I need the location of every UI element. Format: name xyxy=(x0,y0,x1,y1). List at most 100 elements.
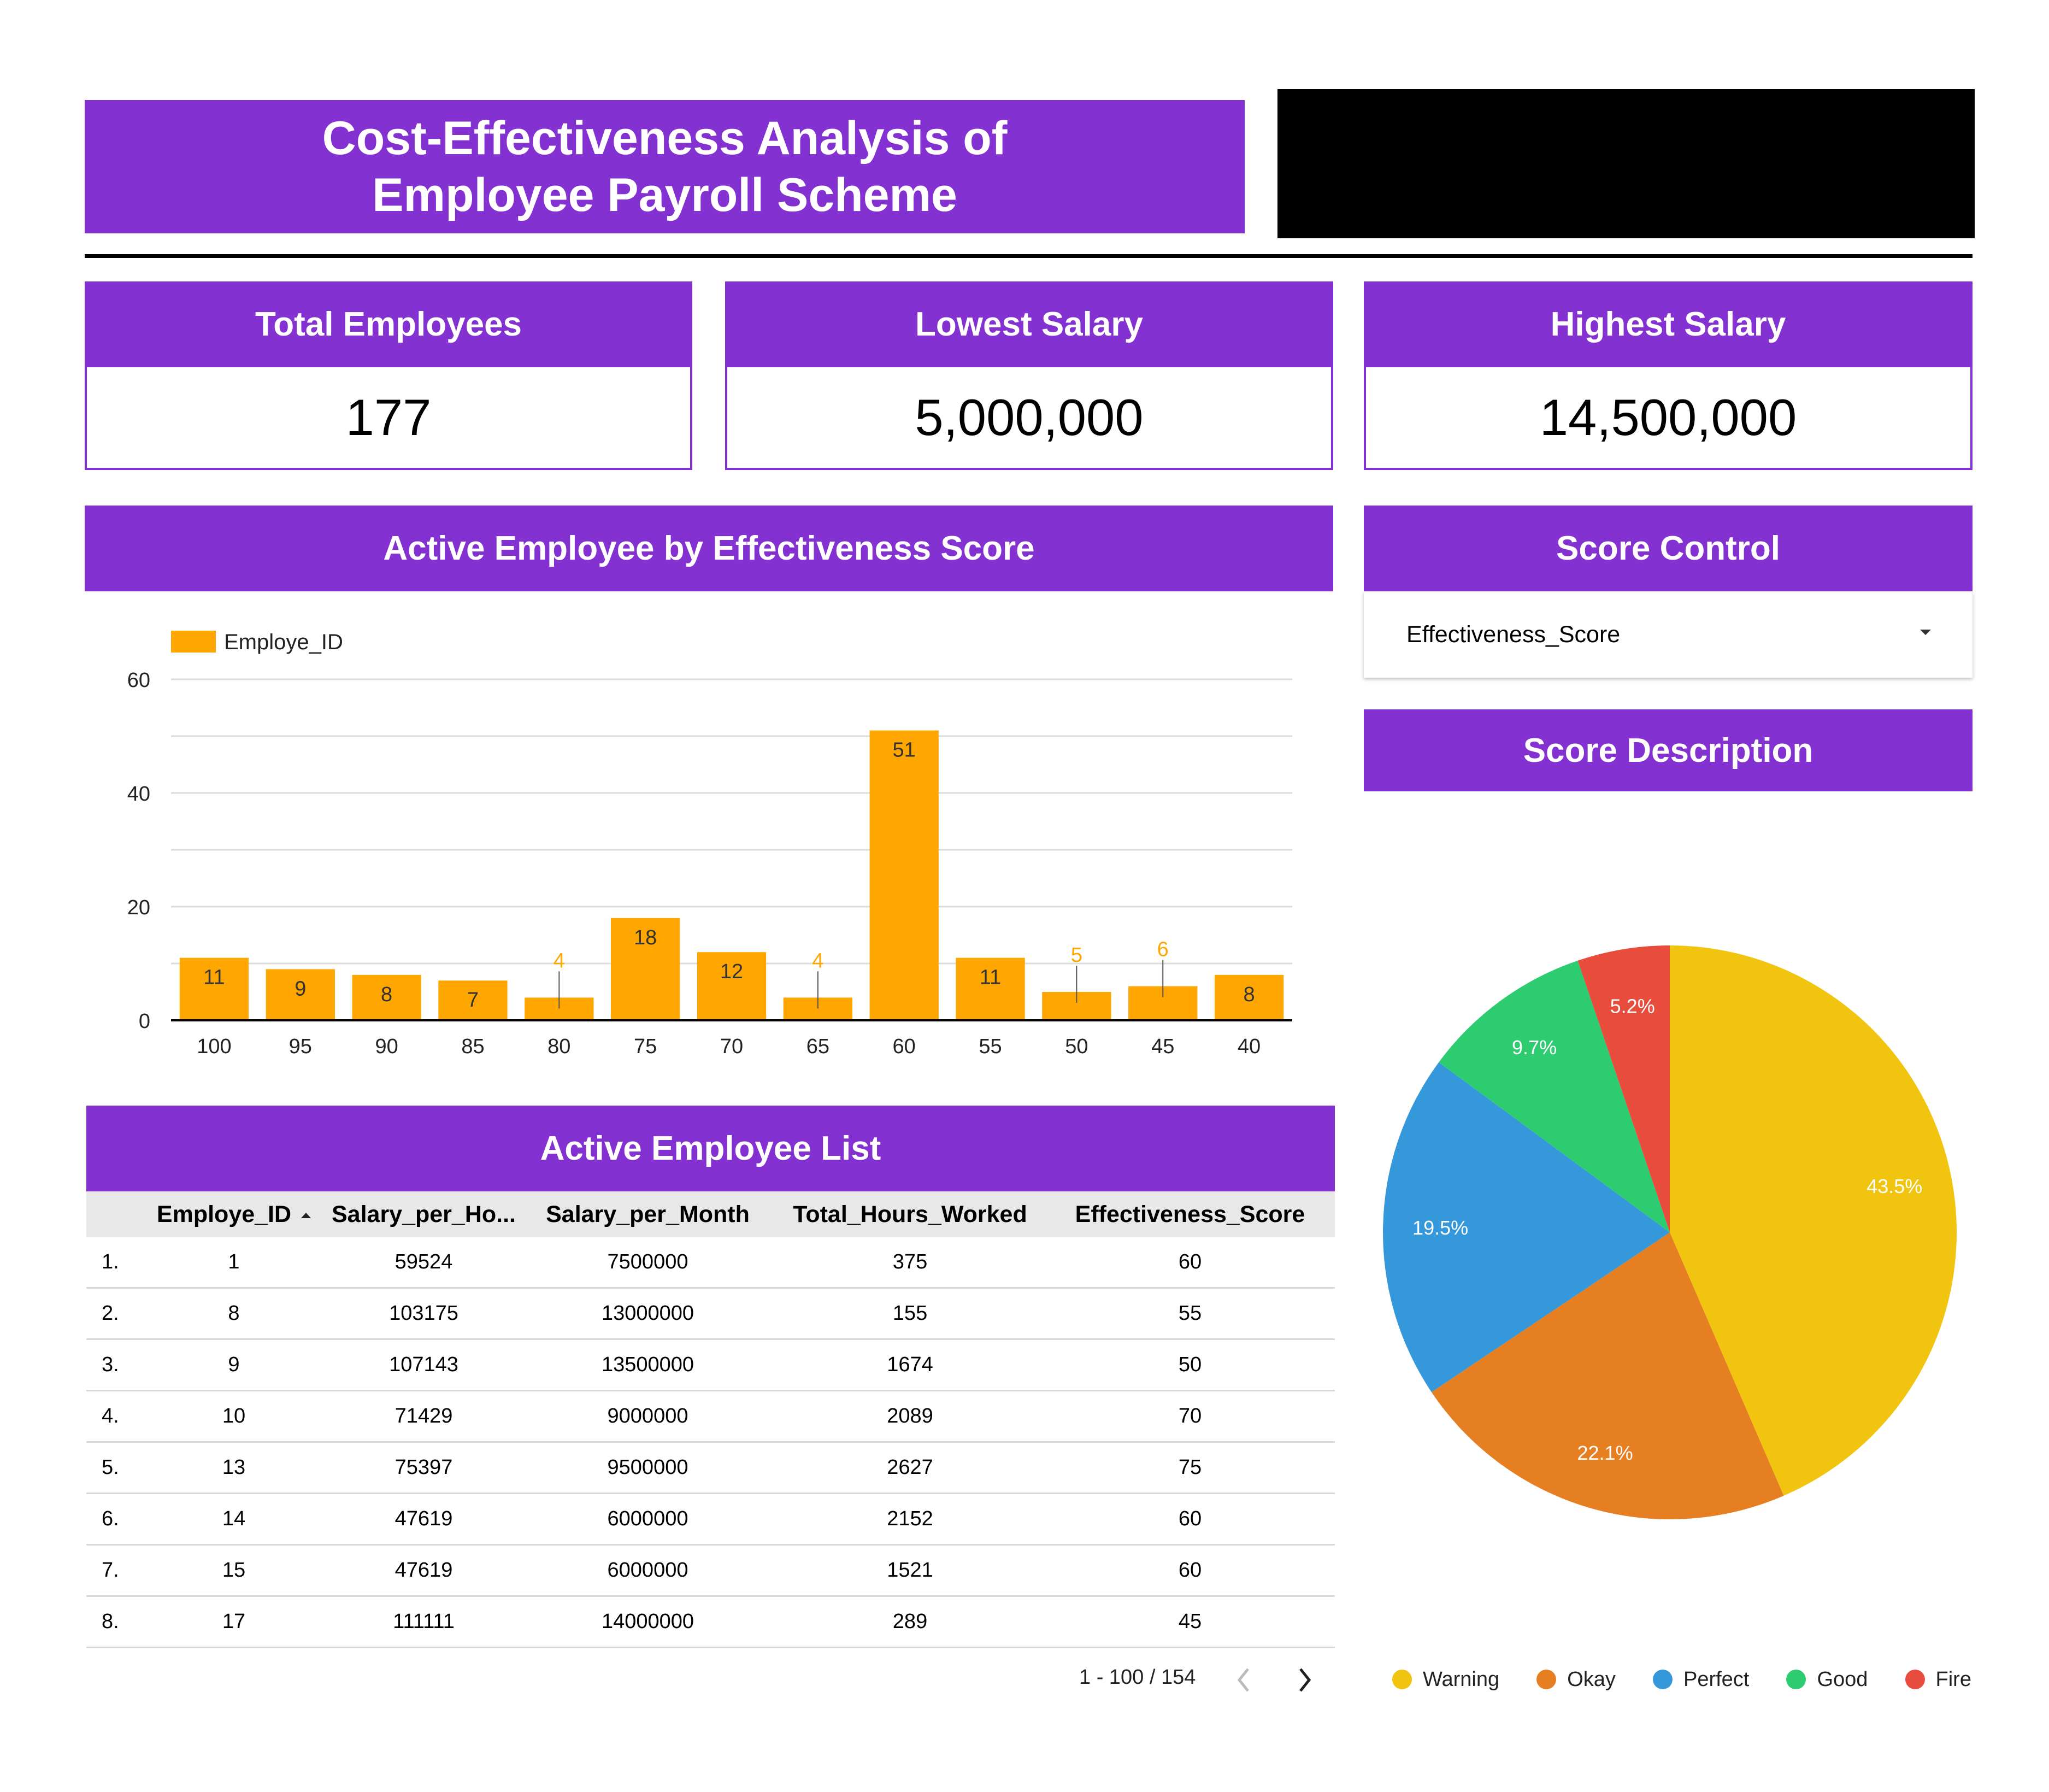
legend-item-okay: Okay xyxy=(1536,1666,1616,1693)
table-cell: 14000000 xyxy=(521,1596,775,1648)
table-cell: 111111 xyxy=(327,1596,521,1648)
column-header-effectiveness-score[interactable]: Effectiveness_Score xyxy=(1045,1191,1335,1237)
previous-page-icon[interactable] xyxy=(1236,1666,1252,1694)
bar-value-label: 11 xyxy=(203,966,225,989)
table-cell: 70 xyxy=(1045,1390,1335,1443)
legend-item-perfect: Perfect xyxy=(1652,1666,1749,1693)
row-index: 6. xyxy=(86,1493,141,1546)
pie-slice-label: 9.7% xyxy=(1512,1036,1557,1059)
legend-dot xyxy=(1905,1670,1925,1689)
kpi-card-total-employees: Total Employees 177 xyxy=(85,281,692,470)
table-cell: 289 xyxy=(775,1596,1045,1648)
header-label: Employe_ID xyxy=(156,1201,292,1227)
pie-slice-label: 43.5% xyxy=(1867,1175,1922,1197)
kpi-label: Highest Salary xyxy=(1364,281,1973,367)
bar-chart-title: Active Employee by Effectiveness Score xyxy=(85,506,1333,591)
kpi-card-highest-salary: Highest Salary 14,500,000 xyxy=(1364,281,1973,470)
pie-slice-perfect[interactable] xyxy=(1383,1062,1670,1393)
next-page-icon[interactable] xyxy=(1296,1666,1312,1694)
bar[interactable] xyxy=(956,957,1025,1020)
bar-value-label: 5 xyxy=(1071,944,1082,967)
chevron-down-icon[interactable] xyxy=(1920,630,1931,635)
pie-slice-warning[interactable] xyxy=(1670,945,1957,1496)
table-row: 3. 9 107143 13500000 1674 50 xyxy=(86,1339,1335,1391)
pie-slice-label: 19.5% xyxy=(1412,1217,1468,1239)
table-cell: 60 xyxy=(1045,1544,1335,1597)
x-tick-label: 65 xyxy=(806,1035,829,1058)
column-header-salary-per-hour[interactable]: Salary_per_Ho... xyxy=(327,1191,521,1237)
table-cell: 6000000 xyxy=(521,1493,775,1546)
legend-swatch xyxy=(171,631,216,653)
pie-chart: 43.5% 22.1% 19.5% 9.7% 5.2% xyxy=(1383,945,1957,1519)
bar[interactable] xyxy=(1214,974,1284,1020)
table-cell: 6000000 xyxy=(521,1544,775,1597)
legend-dot xyxy=(1536,1670,1557,1689)
table-row: 1. 1 59524 7500000 375 60 xyxy=(86,1237,1335,1289)
table-cell: 107143 xyxy=(327,1339,521,1391)
bar[interactable] xyxy=(697,952,767,1020)
employee-table-wrapper[interactable]: Employe_ID Salary_per_Ho... Salary_per_M… xyxy=(86,1191,1335,1656)
table-cell: 71429 xyxy=(327,1390,521,1443)
x-tick-label: 80 xyxy=(547,1035,570,1058)
bar[interactable] xyxy=(611,918,680,1020)
y-tick-label: 0 xyxy=(139,1010,150,1033)
bar-chart: 0204060Employe_ID11100995890785480187512… xyxy=(127,630,1292,1058)
bar[interactable] xyxy=(438,980,508,1020)
sort-ascending-icon[interactable] xyxy=(301,1213,311,1219)
legend-item-warning: Warning xyxy=(1392,1666,1499,1693)
bar[interactable] xyxy=(352,974,421,1020)
column-header-salary-per-month[interactable]: Salary_per_Month xyxy=(521,1191,775,1237)
kpi-label: Lowest Salary xyxy=(725,281,1333,367)
score-description-title: Score Description xyxy=(1364,709,1973,791)
table-cell: 60 xyxy=(1045,1237,1335,1289)
table-row: 6. 14 47619 6000000 2152 60 xyxy=(86,1493,1335,1546)
bar[interactable] xyxy=(179,957,249,1020)
y-tick-label: 40 xyxy=(127,783,150,806)
table-cell: 14 xyxy=(141,1493,327,1546)
pie-slice-good[interactable] xyxy=(1439,960,1670,1232)
kpi-label: Total Employees xyxy=(85,281,692,367)
pie-slice-fire[interactable] xyxy=(1577,945,1670,1232)
column-header-total-hours-worked[interactable]: Total_Hours_Worked xyxy=(775,1191,1045,1237)
x-tick-label: 40 xyxy=(1238,1035,1261,1058)
column-header-employe-id[interactable]: Employe_ID xyxy=(141,1191,327,1237)
row-index: 1. xyxy=(86,1237,141,1289)
table-cell: 60 xyxy=(1045,1493,1335,1546)
bar-value-label: 4 xyxy=(812,949,823,972)
kpi-value: 5,000,000 xyxy=(725,367,1333,470)
table-cell: 9500000 xyxy=(521,1442,775,1494)
kpi-value: 14,500,000 xyxy=(1364,367,1973,470)
table-row: 4. 10 71429 9000000 2089 70 xyxy=(86,1390,1335,1443)
legend-label: Fire xyxy=(1935,1667,1971,1691)
report-title: Cost-Effectiveness Analysis of Employee … xyxy=(85,100,1245,233)
pie-slice-label: 5.2% xyxy=(1610,995,1655,1018)
row-index: 7. xyxy=(86,1544,141,1597)
table-cell: 13500000 xyxy=(521,1339,775,1391)
pie-legend: Warning Okay Perfect Good Fire xyxy=(1392,1666,1971,1693)
table-cell: 9000000 xyxy=(521,1390,775,1443)
x-tick-label: 100 xyxy=(197,1035,231,1058)
x-tick-label: 45 xyxy=(1151,1035,1174,1058)
legend-label: Warning xyxy=(1423,1667,1500,1691)
row-index: 3. xyxy=(86,1339,141,1391)
bar[interactable] xyxy=(869,730,939,1020)
pie-slice-okay[interactable] xyxy=(1431,1232,1784,1519)
x-tick-label: 50 xyxy=(1065,1035,1088,1058)
bar-value-label: 8 xyxy=(1244,983,1255,1006)
bar-value-label: 12 xyxy=(720,960,743,983)
bar[interactable] xyxy=(266,969,335,1020)
table-cell: 2089 xyxy=(775,1390,1045,1443)
x-tick-label: 60 xyxy=(893,1035,916,1058)
legend-label: Good xyxy=(1817,1667,1868,1691)
table-cell: 7500000 xyxy=(521,1237,775,1289)
redacted-logo-area xyxy=(1277,89,1975,238)
score-control-title: Score Control xyxy=(1364,506,1973,591)
table-cell: 103175 xyxy=(327,1288,521,1340)
table-cell: 47619 xyxy=(327,1544,521,1597)
bar-value-label: 7 xyxy=(467,989,479,1012)
table-cell: 15 xyxy=(141,1544,327,1597)
table-row: 5. 13 75397 9500000 2627 75 xyxy=(86,1442,1335,1494)
bar-value-label: 4 xyxy=(554,949,565,972)
score-control-dropdown[interactable]: Effectiveness_Score xyxy=(1364,591,1973,678)
y-tick-label: 60 xyxy=(127,669,150,692)
